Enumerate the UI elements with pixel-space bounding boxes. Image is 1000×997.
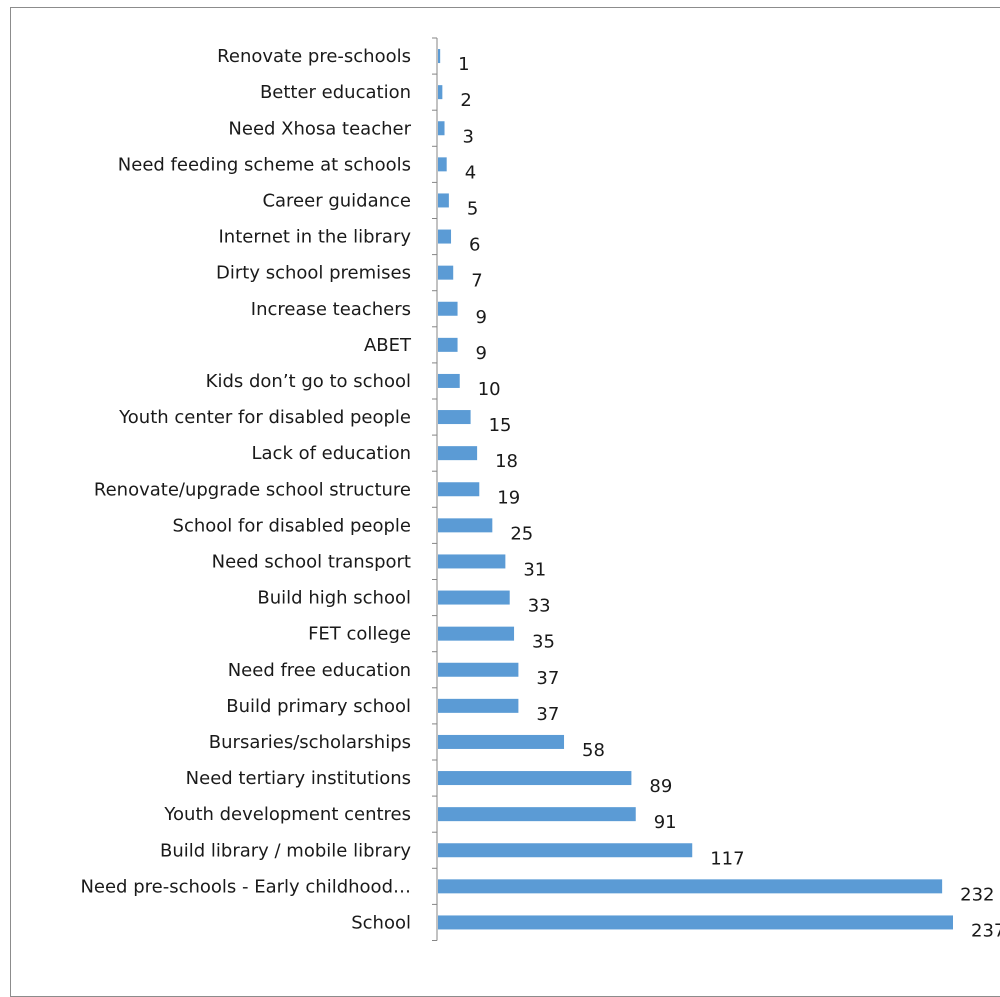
bar [438,373,460,388]
data-label: 58 [582,740,605,761]
data-label: 3 [463,126,474,147]
bar [438,229,452,244]
data-label: 31 [523,559,546,580]
bar [438,771,632,786]
category-label: Renovate pre-schools [217,46,411,67]
bar [438,698,519,713]
data-label: 5 [467,198,478,219]
bar [438,662,519,677]
bar [438,915,953,930]
bars-group [438,49,953,930]
category-label: Internet in the library [219,227,412,248]
category-label: Build library / mobile library [160,840,411,861]
bar [438,49,441,64]
data-label: 89 [649,776,672,797]
category-label: Renovate/upgrade school structure [94,479,411,500]
category-label: Youth development centres [163,804,411,825]
category-label: Dirty school premises [216,263,411,284]
category-label: Better education [260,82,411,103]
bar [438,734,565,749]
bar [438,554,506,569]
data-label: 232 [960,884,994,905]
data-label: 237 [971,920,1000,941]
data-label: 7 [471,271,482,292]
bar [438,482,480,497]
category-label: Build high school [257,588,411,609]
category-label: School [351,912,411,933]
data-label: 9 [476,307,487,328]
data-label: 10 [478,379,501,400]
category-label: Need Xhosa teacher [228,118,411,139]
category-label: Lack of education [252,443,412,464]
bar [438,85,443,100]
category-label: Career guidance [262,190,411,211]
bar [438,121,445,136]
bar [438,301,458,316]
data-label: 2 [460,90,471,111]
category-label: Need tertiary institutions [186,768,411,789]
data-label: 37 [536,668,559,689]
data-label: 33 [528,596,551,617]
y-axis [432,37,438,941]
category-label: School for disabled people [173,515,411,536]
data-label: 91 [654,812,677,833]
category-label: Kids don’t go to school [206,371,411,392]
category-label: Increase teachers [251,299,411,320]
bar [438,807,636,822]
bar [438,590,510,605]
bar-chart: Renovate pre-schools Better education Need… [80,37,1000,941]
category-label: Need pre-schools - Early childhood… [80,876,411,897]
data-label: 18 [495,451,518,472]
bar [438,410,471,425]
bar [438,337,458,352]
data-label: 15 [489,415,512,436]
bar [438,518,493,533]
category-label: Need free education [228,660,411,681]
bar [438,157,447,172]
category-label: Bursaries/scholarships [209,732,411,753]
data-label: 1 [458,54,469,75]
category-label: Need school transport [212,551,411,572]
value-labels-group: 1 2 3 4 5 6 7 9 9 10 15 18 19 25 31 33 35 37 37 58 89 91 117 23… [458,54,1000,941]
bar [438,879,943,894]
data-label: 4 [465,162,476,183]
data-label: 35 [532,632,555,653]
category-label: Build primary school [226,696,411,717]
category-label: Youth center for disabled people [118,407,411,428]
data-label: 117 [710,848,744,869]
data-label: 25 [510,523,533,544]
category-label: Need feeding scheme at schools [118,154,411,175]
category-labels-group: Renovate pre-schools Better education Need… [80,46,412,933]
data-label: 37 [536,704,559,725]
category-label: ABET [364,335,412,356]
data-label: 19 [497,487,520,508]
bar [438,265,454,280]
chart-area: Renovate pre-schools Better education Need… [10,7,1000,997]
data-label: 9 [476,343,487,364]
category-label: FET college [308,624,411,645]
bar [438,626,515,641]
data-label: 6 [469,235,480,256]
bar [438,843,693,858]
bar [438,446,478,461]
bar [438,193,449,208]
